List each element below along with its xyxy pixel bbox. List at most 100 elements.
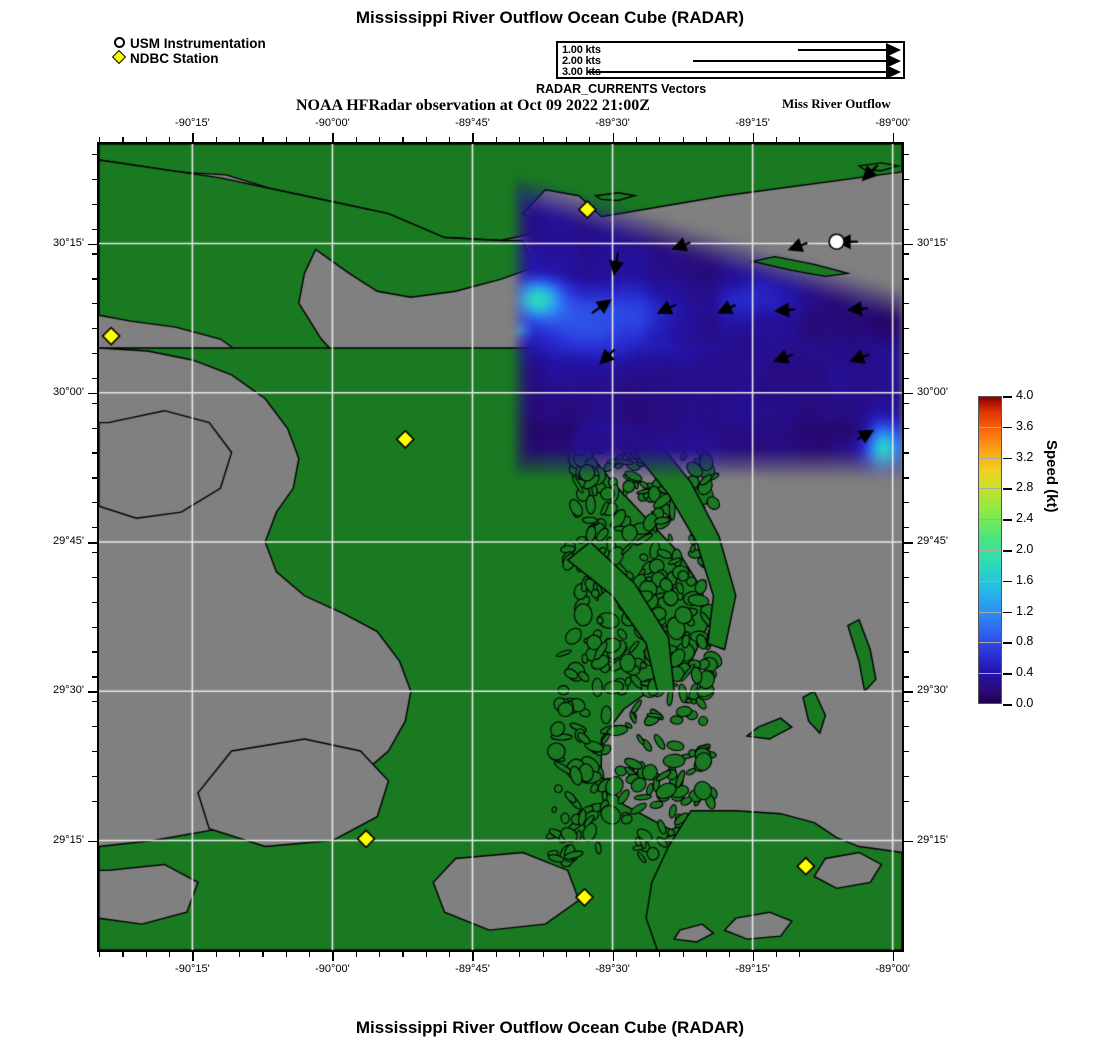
- lon-tick-minor: [775, 137, 778, 142]
- lon-tick-minor: [612, 137, 614, 142]
- lat-tick-minor: [904, 278, 909, 280]
- lat-tick-minor: [92, 452, 97, 454]
- colorbar-tick-label: 4.0: [1016, 388, 1034, 402]
- lon-tick-minor: [169, 137, 171, 142]
- lat-tick-major: [88, 840, 97, 843]
- lon-tick-minor: [705, 952, 708, 957]
- page-footer: Mississippi River Outflow Ocean Cube (RA…: [355, 1018, 745, 1037]
- lat-tick-minor: [904, 551, 909, 554]
- lat-tick-minor: [92, 278, 97, 280]
- marker-legend: USM Instrumentation NDBC Station: [111, 36, 266, 66]
- lat-tick-minor: [904, 477, 909, 479]
- page-title: Mississippi River Outflow Ocean Cube (RA…: [355, 8, 745, 27]
- lon-tick-minor: [589, 137, 591, 142]
- lat-tick-minor: [92, 477, 97, 479]
- colorbar-gridline: [979, 550, 1001, 551]
- lon-tick-minor: [99, 952, 101, 957]
- lon-tick-minor: [799, 952, 801, 957]
- map-canvas[interactable]: [99, 144, 902, 950]
- lon-tick-minor: [565, 952, 568, 957]
- lat-label-right: 30°15': [917, 236, 948, 249]
- lat-tick-minor: [92, 651, 97, 653]
- vector-arrowhead-icon: [886, 54, 901, 68]
- lon-tick-minor: [239, 137, 241, 142]
- lon-tick-minor: [239, 952, 241, 957]
- lon-tick-minor: [309, 137, 311, 142]
- colorbar-gridline: [979, 673, 1001, 675]
- colorbar-tick-label: 1.2: [1016, 603, 1034, 618]
- colorbar-tick-label: 2.8: [1016, 480, 1034, 495]
- lon-label-bottom: -89°00': [875, 963, 910, 975]
- lon-tick-minor: [495, 137, 497, 142]
- lon-tick-minor: [379, 952, 381, 957]
- lat-label-left: 29°15': [53, 833, 84, 846]
- lat-tick-minor: [904, 402, 909, 404]
- lat-tick-minor: [904, 178, 909, 180]
- lat-tick-minor: [92, 551, 97, 554]
- lat-tick-minor: [904, 253, 909, 255]
- vector-arrowhead-icon: [886, 65, 901, 79]
- map-plot-area[interactable]: [97, 142, 904, 952]
- lat-tick-minor: [904, 775, 909, 778]
- lon-tick-minor: [799, 137, 801, 142]
- lat-tick-major: [88, 392, 97, 395]
- legend-item-usm: USM Instrumentation: [112, 36, 266, 51]
- lon-tick-minor: [682, 137, 684, 142]
- lat-tick-minor: [92, 576, 97, 579]
- lon-tick-minor: [705, 137, 708, 142]
- circle-marker-icon: [112, 36, 130, 51]
- vector-scale-line: [588, 71, 888, 73]
- lat-tick-major: [904, 691, 913, 693]
- lon-tick-minor: [449, 137, 451, 142]
- lat-tick-minor: [904, 726, 909, 728]
- lon-label-top: -89°00': [875, 117, 910, 129]
- lon-tick-minor: [355, 137, 357, 142]
- lat-tick-minor: [92, 178, 97, 180]
- colorbar-tick-label: 0.8: [1016, 634, 1034, 649]
- chart-subtitle: NOAA HFRadar observation at Oct 09 2022 …: [296, 97, 650, 114]
- lat-tick-minor: [904, 502, 909, 504]
- lat-label-left: 30°00': [53, 385, 84, 398]
- colorbar-gridline: [979, 519, 1001, 521]
- lon-tick-minor: [635, 952, 638, 957]
- lat-tick-major: [88, 243, 97, 246]
- lon-tick-minor: [542, 952, 544, 957]
- lat-tick-minor: [904, 452, 909, 454]
- colorbar-tick-label: 0.0: [1016, 696, 1034, 710]
- colorbar-title: Speed (kt): [1043, 440, 1060, 513]
- lat-tick-minor: [904, 427, 909, 429]
- lon-label-top: -90°00': [315, 117, 350, 129]
- lon-tick-minor: [122, 952, 124, 957]
- lon-tick-minor: [449, 952, 451, 957]
- lat-tick-minor: [92, 502, 97, 504]
- lon-tick-minor: [519, 137, 521, 142]
- vector-legend-caption: RADAR_CURRENTS Vectors: [536, 82, 707, 96]
- vector-scale-label: 2.00 kts: [562, 55, 601, 67]
- lon-label-top: -90°15': [175, 117, 210, 129]
- lat-tick-minor: [904, 328, 909, 330]
- lon-tick-major: [892, 952, 895, 961]
- lat-tick-minor: [92, 377, 97, 380]
- lat-tick-minor: [92, 228, 97, 230]
- lon-tick-minor: [192, 952, 194, 957]
- lat-label-left: 30°15': [53, 236, 84, 249]
- colorbar-tick: [1003, 673, 1012, 675]
- lon-label-bottom: -89°45': [455, 963, 490, 975]
- colorbar-tick: [1003, 580, 1012, 583]
- lat-label-right: 30°00': [917, 385, 948, 398]
- lat-tick-minor: [92, 402, 97, 404]
- lon-tick-minor: [215, 137, 217, 142]
- lon-tick-minor: [425, 137, 427, 142]
- lon-tick-minor: [145, 952, 147, 957]
- lat-tick-minor: [92, 800, 97, 802]
- lon-tick-minor: [332, 952, 334, 957]
- lon-tick-minor: [145, 137, 147, 142]
- legend-item-ndbc: NDBC Station: [111, 49, 266, 66]
- lon-tick-minor: [355, 952, 357, 957]
- lat-tick-minor: [92, 626, 97, 628]
- lon-tick-minor: [729, 137, 731, 142]
- vector-scale-row: 1.00 kts: [558, 43, 903, 57]
- colorbar-tick: [1003, 457, 1012, 460]
- colorbar-tick: [1003, 426, 1012, 429]
- lat-tick-minor: [92, 676, 97, 678]
